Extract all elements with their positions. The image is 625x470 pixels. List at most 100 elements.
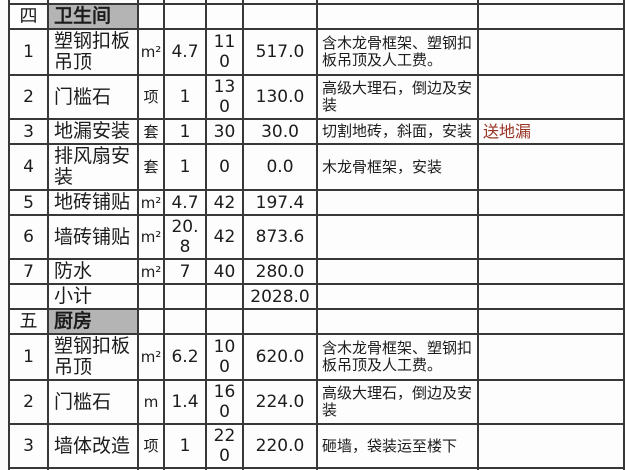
cell-unit: m²	[137, 28, 165, 76]
cell-item-name: 门槛石	[47, 74, 139, 120]
cell-unit-price	[205, 308, 244, 335]
cell-note: 木龙骨框架，安装	[316, 143, 479, 191]
cell-item-name: 地漏安装	[47, 118, 139, 145]
item-row: 7 防水 m² 7 40 280.0	[8, 258, 625, 285]
cell-unit-price: 160	[205, 379, 244, 425]
cell-unit-partial	[137, 0, 165, 5]
cell-extra-note	[477, 143, 625, 191]
cell-quantity: 1	[163, 423, 207, 469]
cell-note: 砸墙，袋装运至楼下	[316, 423, 479, 469]
cell-extra-note	[477, 379, 625, 425]
cell-note-partial	[316, 0, 479, 5]
cell-extra-note	[477, 258, 625, 285]
cell-amount: 873.6	[242, 214, 318, 260]
cell-unit-price: 42	[205, 214, 244, 260]
section-header-row: 四卫生间	[8, 3, 625, 30]
cell-row-number: 5	[8, 189, 49, 216]
section-header-row: 五厨房	[8, 308, 625, 335]
cell-unit: m	[137, 379, 165, 425]
cell-quantity: 1	[163, 143, 207, 191]
cell-item-name: 墙砖铺贴	[47, 214, 139, 260]
cell-unit-price: 130	[205, 74, 244, 120]
cell-row-number: 1	[8, 28, 49, 76]
cell-amount: 30.0	[242, 118, 318, 145]
cell-item-name: 小计	[47, 283, 139, 310]
cell-item-name: 门槛石	[47, 379, 139, 425]
cell-item-name: 塑钢扣板吊顶	[47, 333, 139, 381]
cell-quantity: 1.4	[163, 379, 207, 425]
cell-extra-note	[477, 333, 625, 381]
cell-quantity: 7	[163, 258, 207, 285]
cell-extra-note-partial	[477, 0, 625, 5]
cell-row-number: 4	[8, 143, 49, 191]
cell-unit-price	[205, 283, 244, 310]
cell-quantity: 4.7	[163, 28, 207, 76]
cell-note	[316, 308, 479, 335]
cell-note: 含木龙骨框架、塑钢扣板吊顶及人工费。	[316, 333, 479, 381]
cell-amount: 224.0	[242, 379, 318, 425]
cell-extra-note	[477, 189, 625, 216]
cell-extra-note	[477, 214, 625, 260]
cell-note	[316, 283, 479, 310]
cell-amount: 0.0	[242, 143, 318, 191]
cell-row-number	[8, 283, 49, 310]
cell-unit-price: 0	[205, 143, 244, 191]
cell-note	[316, 189, 479, 216]
cell-unit-price-partial	[205, 0, 244, 5]
cell-quantity	[163, 308, 207, 335]
cell-unit: m²	[137, 214, 165, 260]
cell-row-number: 2	[8, 379, 49, 425]
cell-extra-note	[477, 3, 625, 30]
cell-row-number: 3	[8, 423, 49, 469]
cell-quantity: 20.8	[163, 214, 207, 260]
cell-unit	[137, 308, 165, 335]
subtotal-row: 小计 2028.0	[8, 283, 625, 310]
cell-item-name: 塑钢扣板吊顶	[47, 28, 139, 76]
item-row: 2 门槛石项 1 130 130.0 高级大理石，倒边及安装	[8, 74, 625, 120]
cell-section-title: 厨房	[47, 308, 139, 335]
cell-quantity: 1	[163, 74, 207, 120]
cell-unit: 套	[137, 118, 165, 145]
cell-amount	[242, 308, 318, 335]
cell-item-name: 墙体改造	[47, 423, 139, 469]
item-row: 2 门槛石 m 1.4 160 224.0 高级大理石，倒边及安装	[8, 379, 625, 425]
item-row: 3 地漏安装套 1 30 30.0 切割地砖，斜面，安装 送地漏	[8, 118, 625, 145]
cell-unit	[137, 283, 165, 310]
cell-item-name: 排风扇安装	[47, 143, 139, 191]
cell-amount: 620.0	[242, 333, 318, 381]
cell-amount: 220.0	[242, 423, 318, 469]
cell-quantity	[163, 3, 207, 30]
cell-unit-price: 100	[205, 333, 244, 381]
cell-note: 高级大理石，倒边及安装	[316, 379, 479, 425]
quote-table: 四卫生间 1 塑钢扣板吊顶 m² 4.7 110 517.0 含木龙骨框架、塑钢扣板吊顶及人工…	[8, 0, 625, 470]
cell-row-number: 3	[8, 118, 49, 145]
cell-unit	[137, 3, 165, 30]
cell-unit-price: 110	[205, 28, 244, 76]
item-row: 3 墙体改造项 1 220 220.0 砸墙，袋装运至楼下	[8, 423, 625, 469]
item-row: 4 排风扇安装套 1 0 0.0 木龙骨框架，安装	[8, 143, 625, 191]
cell-note: 含木龙骨框架、塑钢扣板吊顶及人工费。	[316, 28, 479, 76]
item-row: 1 塑钢扣板吊顶 m² 4.7 110 517.0 含木龙骨框架、塑钢扣板吊顶及人工费。	[8, 28, 625, 76]
cell-row-number: 1	[8, 333, 49, 381]
cell-amount: 280.0	[242, 258, 318, 285]
cell-extra-note	[477, 283, 625, 310]
cell-extra-note	[477, 28, 625, 76]
cell-note: 切割地砖，斜面，安装	[316, 118, 479, 145]
cell-note	[316, 258, 479, 285]
cell-unit: 套	[137, 143, 165, 191]
cell-extra-note	[477, 74, 625, 120]
cell-item-name-partial	[47, 0, 139, 5]
cell-extra-note-highlight: 送地漏	[477, 118, 625, 145]
quote-table-body: 四卫生间 1 塑钢扣板吊顶 m² 4.7 110 517.0 含木龙骨框架、塑钢扣板吊顶及人工…	[8, 0, 625, 470]
item-row: 5 地砖铺贴 m² 4.7 42 197.4	[8, 189, 625, 216]
cell-item-name: 防水	[47, 258, 139, 285]
cell-amount: 517.0	[242, 28, 318, 76]
cell-row-number: 7	[8, 258, 49, 285]
cell-quantity-partial	[163, 0, 207, 5]
cell-extra-note	[477, 308, 625, 335]
partial-row	[8, 0, 625, 5]
cell-extra-note	[477, 423, 625, 469]
cell-quantity: 1	[163, 118, 207, 145]
cell-unit-price: 42	[205, 189, 244, 216]
cell-unit: 项	[137, 423, 165, 469]
